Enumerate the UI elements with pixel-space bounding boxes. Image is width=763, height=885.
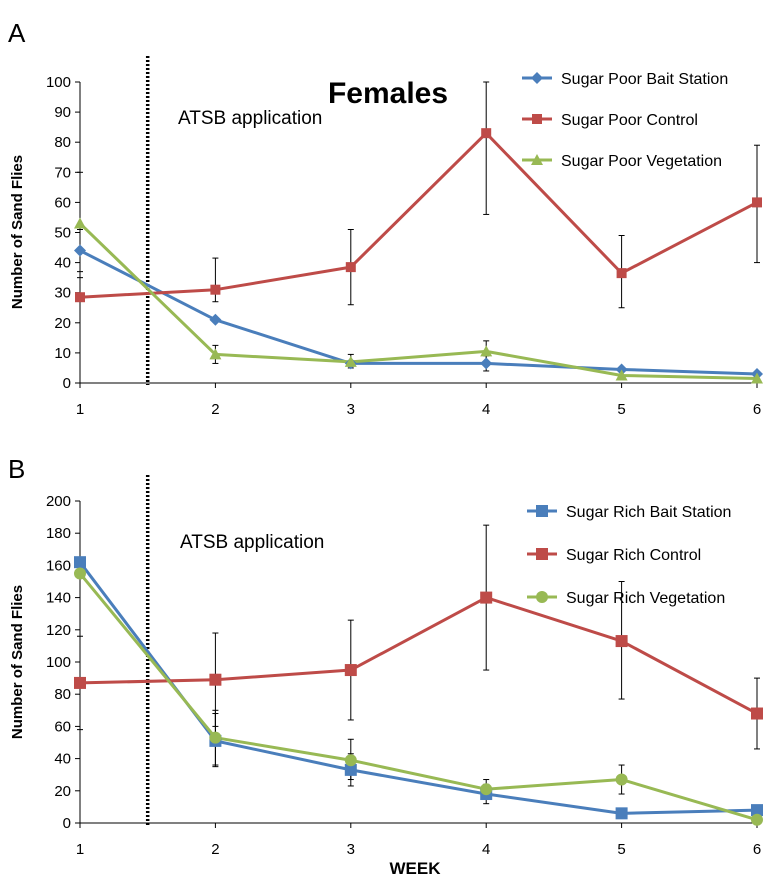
panel-a-legend-label: Sugar Poor Control [561,112,698,129]
panel-b-ylabel: Number of Sand Flies [9,585,26,739]
panel-b-x-tick-label: 5 [617,841,625,858]
panel-b-series-1-point [209,673,222,686]
panel-b-series-line-1 [79,596,758,715]
panel-b-series-2-point [209,731,222,744]
panel-a-y-tick-label: 30 [54,285,71,302]
panel-a-series-2-point [74,217,86,229]
panel-a-series-0-point [74,244,86,257]
panel-b-y-tick-label: 20 [54,783,71,800]
panel-b-y-tick-label: 60 [54,718,71,735]
panel-a-series-2-point [344,355,357,367]
panel-b-legend-marker [536,548,548,560]
panel-a-series-line-1 [79,131,758,299]
panel-a-y-tick-label: 10 [54,345,71,362]
panel-a-series-1-point [345,262,356,273]
panel-b-series-2-point [74,567,86,580]
panel-b-series-0-point [344,763,357,776]
panel-a-x-tick-label: 4 [482,401,490,418]
panel-a-series-2-point [751,372,763,384]
panel-a-letter: A [8,18,26,48]
panel-b-series-line-2 [78,572,758,822]
panel-b-legend-label: Sugar Rich Control [566,547,701,564]
panel-a-y-tick-label: 80 [54,134,71,151]
panel-a-legend-label: Sugar Poor Bait Station [561,71,728,88]
panel-b-y-tick-label: 100 [46,654,71,671]
panel-a-y-tick-label: 70 [54,164,71,181]
panel-a-plot: 0 10 20 30 40 50 60 70 80 90 100 1 2 3 4 5 6 Sugar Poor B… [46,56,763,418]
panel-b-legend-label: Sugar Rich Vegetation [566,590,725,607]
panel-a-series-line-2 [78,222,758,380]
panel-b-x-tick-label: 2 [211,841,219,858]
panel-a-y-tick-label: 100 [46,74,71,91]
panel-a-x-tick-label: 1 [76,401,84,418]
panel-b-y-tick-label: 40 [54,751,71,768]
panel-b-series-2-point [751,813,763,826]
panel-b-x-tick-label: 6 [753,841,761,858]
panel-b-series-1-point [751,707,763,720]
panel-b-x-tick-label: 3 [347,841,355,858]
panel-a-ylabel: Number of Sand Flies [9,155,26,309]
panel-b-series-0-point [74,556,86,569]
panel-b-annotation: ATSB application [180,532,324,553]
panel-b-y-tick-label: 80 [54,686,71,703]
panel-b-series-1-point [615,635,628,648]
panel-b-legend-marker [536,591,548,603]
panel-a-series-1-point [752,197,762,208]
panel-b-series-0-point [751,804,763,817]
x-axis-label: WEEK [390,859,442,878]
panel-a-y-tick-label: 0 [63,375,71,392]
panel-b-y-tick-label: 200 [46,493,71,510]
panel-a-y-tick-label: 20 [54,315,71,332]
panel-a-series-0-point [209,313,222,326]
panel-b-y-tick-label: 180 [46,525,71,542]
panel-b-series-2-point [480,783,493,796]
panel-a-title: Females [328,77,448,110]
panel-a-series-1-point [210,284,221,295]
panel-b-x-tick-label: 1 [76,841,84,858]
panel-a-series-1-point [75,292,85,303]
panel-b-series-1-point [344,664,357,677]
panel-a-x-tick-label: 6 [753,401,761,418]
panel-b-y-tick-label: 120 [46,622,71,639]
panel-a-annotation: ATSB application [178,108,322,129]
panel-a-series-0-point [480,357,493,370]
panel-a-series-1-point [481,128,492,139]
panel-b-series-1-point [480,591,493,604]
panel-b-legend-marker [536,505,548,517]
panel-b-y-tick-label: 160 [46,557,71,574]
panel-a-legend-marker [532,114,542,124]
panel-b-y-tick-label: 140 [46,590,71,607]
panel-b-series-0-point [615,807,628,820]
panel-a-series-0-point [615,363,628,376]
panel-b-letter: B [8,454,25,484]
panel-b-series-2-point [615,773,628,786]
panel-a-y-tick-label: 40 [54,255,71,272]
panel-a-legend-label: Sugar Poor Vegetation [561,153,722,170]
panel-a-x-tick-label: 3 [347,401,355,418]
panel-a-series-line-0 [79,249,758,376]
panel-b-legend-label: Sugar Rich Bait Station [566,504,731,521]
panel-a-series-1-point [616,268,627,279]
panel-a-legend-marker [531,72,543,84]
panel-b-plot: 0 20 40 60 80 100 120 140 160 180 200 1 2 3 4 5 6 Sugar R… [46,475,763,858]
panel-b-series-1-point [74,676,86,689]
panel-a-series-2-point [480,345,493,357]
panel-b-y-tick-label: 0 [63,815,71,832]
panel-a-x-tick-label: 2 [211,401,219,418]
panel-a-series-2-point [615,369,628,381]
panel-a-y-tick-label: 60 [54,194,71,211]
panel-b-x-tick-label: 4 [482,841,490,858]
panel-a-y-tick-label: 90 [54,104,71,121]
panel-b-series-2-point [344,754,357,767]
panel-a-series-2-point [209,348,222,360]
panel-a-x-tick-label: 5 [617,401,625,418]
panel-a-y-tick-label: 50 [54,225,71,242]
panel-a-legend-marker [531,154,543,165]
